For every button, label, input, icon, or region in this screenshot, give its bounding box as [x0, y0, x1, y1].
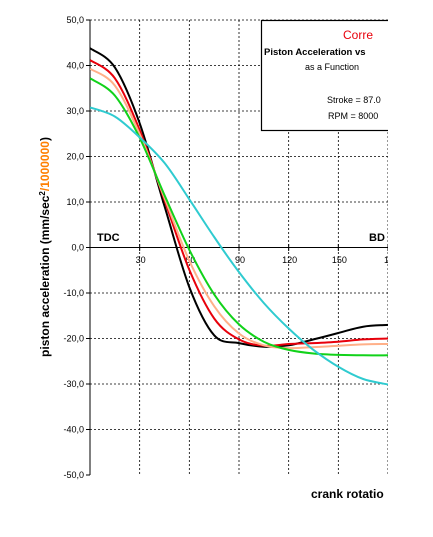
y-tick-label: -40,0: [63, 425, 84, 435]
y-label-exponent: 2: [38, 191, 47, 196]
y-label-divisor: 1000000: [38, 141, 52, 188]
right-mask: [388, 0, 433, 537]
y-label-main: piston acceleration (mm/sec: [38, 195, 52, 357]
y-axis-label: piston acceleration (mm/sec2/1000000): [38, 137, 53, 357]
series-line-2: [90, 59, 388, 347]
x-tick-label: 30: [136, 255, 146, 265]
annotation-line3: Stroke = 87.0: [327, 95, 381, 105]
x-tick-label: 90: [235, 255, 245, 265]
x-tick-label: 120: [282, 255, 297, 265]
y-label-slash: /: [38, 187, 52, 191]
y-tick-label: -50,0: [63, 470, 84, 480]
annotation-line1: Piston Acceleration vs: [264, 47, 366, 58]
y-tick-label: -30,0: [63, 379, 84, 389]
series-line-5: [90, 106, 388, 386]
bdc-label: BD: [369, 232, 385, 244]
y-tick-label: 20,0: [66, 152, 84, 162]
annotation-title: Corre: [343, 28, 373, 42]
tdc-label: TDC: [97, 232, 120, 244]
y-tick-labels: 50,0 40,0 30,0 20,0 10,0 0,0 -10,0 -20,0 -30,0 -4…: [63, 15, 90, 480]
x-tick-label: 60: [185, 255, 195, 265]
series-lines: [90, 47, 388, 386]
y-tick-label: 10,0: [66, 197, 84, 207]
y-tick-label: -20,0: [63, 334, 84, 344]
annotation-line2: as a Function: [305, 62, 359, 72]
x-axis-label: crank rotatio: [311, 487, 384, 501]
y-label-close: ): [38, 137, 52, 141]
x-tick-label: 150: [332, 255, 347, 265]
annotation-line4: RPM = 8000: [328, 111, 378, 121]
y-tick-label: 0,0: [71, 243, 84, 253]
series-line-1: [90, 47, 388, 348]
annotation-box: Corre Piston Acceleration vs as a Functi…: [260, 19, 403, 132]
series-line-3: [90, 67, 388, 350]
annotation-frame: [260, 19, 403, 132]
y-tick-label: 30,0: [66, 106, 84, 116]
y-tick-label: -10,0: [63, 288, 84, 298]
y-tick-label: 50,0: [66, 15, 84, 25]
y-tick-label: 40,0: [66, 61, 84, 71]
